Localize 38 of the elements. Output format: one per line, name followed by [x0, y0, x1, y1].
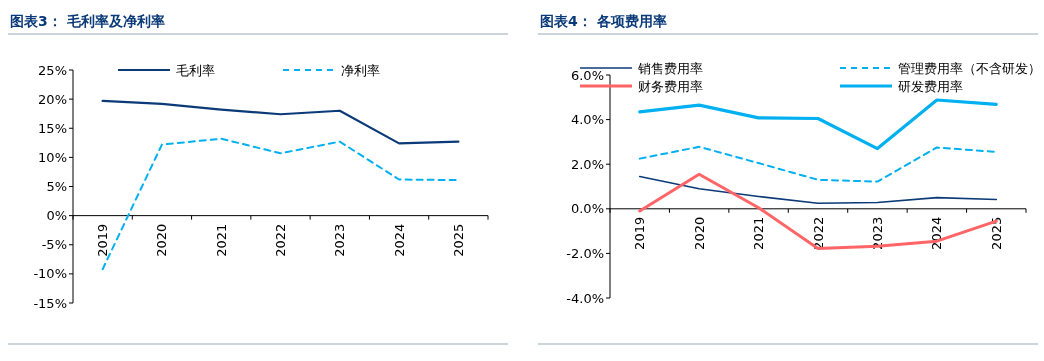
line-series	[638, 145, 998, 183]
y-tick-label: 15%	[38, 120, 67, 136]
y-tick-label: -4.0%	[566, 290, 604, 306]
y-tick-label: 0.0%	[570, 201, 604, 217]
y-tick-label: 25%	[38, 62, 67, 78]
x-tick-label: 2022	[273, 223, 289, 257]
x-tick-label: 2025	[450, 223, 466, 257]
y-tick-label: 2.0%	[570, 156, 604, 172]
x-tick-label: 2024	[929, 216, 945, 250]
y-tick-label: 5%	[46, 179, 67, 195]
y-tick-label: 4.0%	[570, 112, 604, 128]
x-tick-label: 2020	[154, 223, 170, 257]
x-tick-label: 2021	[751, 216, 767, 250]
y-tick-label: 6.0%	[570, 67, 604, 83]
y-tick-label: 20%	[38, 91, 67, 107]
y-tick-label: 0%	[46, 208, 67, 224]
x-tick-label: 2021	[213, 223, 229, 257]
x-tick-label: 2024	[391, 223, 407, 257]
x-tick-label: 2019	[632, 216, 648, 250]
legend-label: 毛利率	[176, 62, 215, 78]
chart-title: 图表4： 各项费用率	[540, 13, 667, 29]
y-tick-label: -2.0%	[566, 245, 604, 261]
chart-title: 图表3： 毛利率及净利率	[10, 13, 165, 29]
legend-label: 财务费用率	[638, 78, 703, 94]
y-tick-label: -5%	[41, 237, 67, 253]
x-tick-label: 2020	[691, 216, 707, 250]
y-tick-label: -10%	[33, 266, 67, 282]
line-series	[101, 99, 460, 145]
x-tick-label: 2023	[332, 223, 348, 257]
x-tick-label: 2019	[95, 223, 111, 257]
legend-label: 净利率	[341, 62, 380, 78]
y-tick-label: -15%	[33, 295, 67, 311]
legend-label: 研发费用率	[898, 78, 963, 94]
line-series	[638, 98, 998, 151]
y-tick-label: 10%	[38, 149, 67, 165]
legend-label: 管理费用率（不含研发）	[898, 60, 1041, 76]
legend-label: 销售费用率	[637, 60, 703, 76]
line-series	[638, 175, 998, 205]
